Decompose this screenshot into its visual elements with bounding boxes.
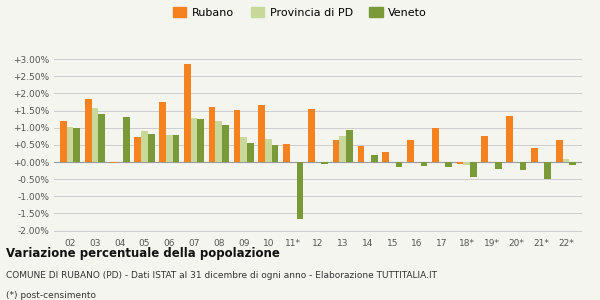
Bar xyxy=(457,162,463,164)
Bar xyxy=(166,135,173,162)
Bar xyxy=(73,128,80,162)
Bar xyxy=(358,146,364,162)
Bar xyxy=(520,162,526,169)
Bar xyxy=(173,135,179,162)
Bar xyxy=(481,136,488,162)
Bar xyxy=(333,140,340,162)
Bar xyxy=(233,110,240,162)
Bar xyxy=(556,140,563,162)
Bar xyxy=(470,162,477,177)
Bar xyxy=(371,155,377,162)
Bar xyxy=(495,162,502,169)
Bar xyxy=(544,162,551,179)
Legend: Rubano, Provincia di PD, Veneto: Rubano, Provincia di PD, Veneto xyxy=(173,7,427,18)
Bar xyxy=(98,114,105,162)
Bar xyxy=(265,139,272,162)
Bar xyxy=(240,137,247,162)
Bar xyxy=(134,137,141,162)
Bar xyxy=(382,152,389,162)
Bar xyxy=(531,148,538,162)
Bar xyxy=(322,162,328,164)
Bar xyxy=(148,134,155,162)
Bar xyxy=(432,128,439,162)
Bar xyxy=(191,118,197,162)
Bar xyxy=(340,136,346,162)
Bar xyxy=(421,162,427,166)
Bar xyxy=(67,127,73,162)
Bar xyxy=(396,162,403,167)
Bar xyxy=(283,144,290,162)
Bar xyxy=(569,162,576,165)
Text: COMUNE DI RUBANO (PD) - Dati ISTAT al 31 dicembre di ogni anno - Elaborazione TU: COMUNE DI RUBANO (PD) - Dati ISTAT al 31… xyxy=(6,272,437,280)
Bar xyxy=(563,159,569,162)
Bar xyxy=(123,117,130,162)
Bar xyxy=(60,121,67,162)
Bar xyxy=(85,99,92,162)
Bar xyxy=(296,162,303,219)
Bar xyxy=(407,140,414,162)
Bar xyxy=(215,121,222,162)
Bar xyxy=(209,107,215,162)
Bar xyxy=(197,119,204,162)
Bar xyxy=(445,162,452,167)
Bar xyxy=(463,162,470,165)
Text: (*) post-censimento: (*) post-censimento xyxy=(6,291,96,300)
Bar xyxy=(110,162,116,163)
Bar xyxy=(222,125,229,162)
Bar xyxy=(92,108,98,162)
Bar xyxy=(159,102,166,162)
Bar xyxy=(346,130,353,162)
Bar xyxy=(308,109,314,162)
Bar xyxy=(247,143,254,162)
Bar xyxy=(141,131,148,162)
Bar xyxy=(259,105,265,162)
Text: Variazione percentuale della popolazione: Variazione percentuale della popolazione xyxy=(6,248,280,260)
Bar xyxy=(184,64,191,162)
Bar xyxy=(506,116,513,162)
Bar xyxy=(272,145,278,162)
